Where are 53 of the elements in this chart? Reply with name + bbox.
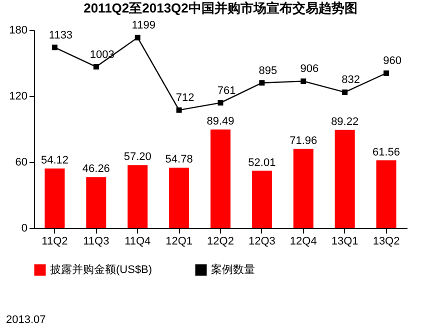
- chart-title: 2011Q2至2013Q2中国并购市场宣布交易趋势图: [84, 0, 358, 16]
- data-label: 54.78: [165, 154, 193, 166]
- data-label: 57.20: [124, 151, 152, 164]
- data-label: 52.01: [248, 156, 276, 169]
- point: [259, 80, 265, 86]
- x-tick-label: 11Q2: [42, 236, 68, 248]
- bar: [293, 148, 314, 228]
- bar: [44, 168, 65, 228]
- point: [300, 78, 306, 84]
- point: [384, 70, 390, 76]
- bar: [252, 170, 272, 228]
- x-tick-label: 12Q3: [248, 236, 276, 248]
- data-label: 71.96: [290, 134, 318, 147]
- point: [52, 44, 58, 50]
- data-label: 89.49: [206, 116, 234, 128]
- data-label: 89.22: [331, 116, 359, 128]
- bar: [128, 165, 148, 228]
- bar: [376, 160, 396, 228]
- y-tick-label: 180: [9, 24, 28, 36]
- data-label: 1199: [132, 20, 156, 32]
- legend-label: 案例数量: [211, 263, 255, 276]
- x-tick-label: 11Q4: [124, 236, 151, 248]
- point: [134, 34, 140, 40]
- x-tick-label: 13Q1: [331, 236, 358, 248]
- bar: [210, 130, 230, 228]
- data-label: 1003: [90, 48, 114, 61]
- data-label: 895: [258, 64, 278, 77]
- x-tick-label: 12Q2: [207, 236, 234, 248]
- y-tick-label: 60: [15, 156, 28, 168]
- x-tick-label: 13Q2: [372, 236, 400, 248]
- point: [93, 64, 99, 70]
- y-tick-label: 120: [9, 90, 28, 102]
- data-label: 960: [383, 55, 402, 68]
- data-label: 712: [176, 92, 194, 104]
- data-label: 61.56: [372, 146, 400, 158]
- x-tick-label: 12Q1: [166, 236, 193, 248]
- data-label: 1133: [48, 29, 73, 42]
- data-label: 906: [300, 63, 319, 76]
- bar: [334, 130, 355, 228]
- bar: [86, 177, 106, 228]
- point: [342, 89, 348, 95]
- y-tick-label: 0: [21, 222, 28, 234]
- point: [218, 100, 224, 106]
- data-label: 761: [217, 84, 236, 97]
- data-label: 832: [342, 74, 360, 86]
- bar: [169, 168, 190, 228]
- x-tick-label: 11Q3: [83, 236, 110, 248]
- legend-label: 披露并购金额(US$B): [50, 263, 152, 276]
- data-label: 46.26: [82, 163, 110, 176]
- text: 2013.07: [6, 314, 46, 326]
- data-label: 54.12: [40, 154, 68, 166]
- x-tick-label: 12Q4: [290, 236, 317, 248]
- point: [176, 107, 182, 113]
